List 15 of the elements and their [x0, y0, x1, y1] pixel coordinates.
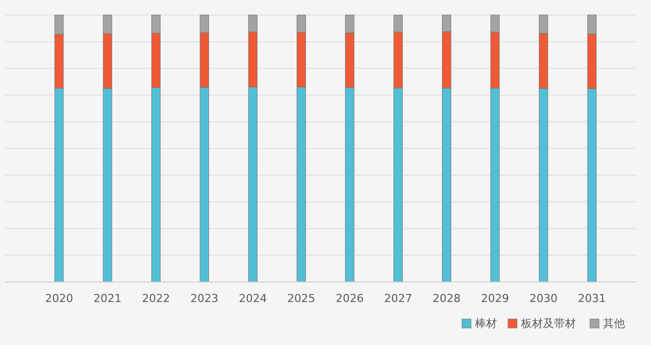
x-tick-label: 2024	[238, 292, 267, 305]
legend-label: 其他	[603, 317, 625, 330]
legend-label: 板材及带材	[520, 317, 576, 330]
legend-label: 棒材	[475, 317, 497, 330]
x-tick-label: 2020	[45, 292, 74, 305]
x-tick-label: 2031	[578, 292, 606, 305]
x-tick-label: 2028	[432, 292, 461, 305]
x-tick-label: 2025	[287, 292, 316, 305]
x-tick-label: 2027	[384, 292, 412, 305]
x-tick-label: 2026	[336, 292, 364, 305]
x-tick-label: 2021	[94, 292, 122, 305]
x-tick-label: 2030	[529, 292, 558, 305]
x-tick-label: 2022	[142, 292, 170, 305]
x-tick-label: 2029	[481, 292, 510, 305]
x-tick-label: 2023	[190, 292, 218, 305]
